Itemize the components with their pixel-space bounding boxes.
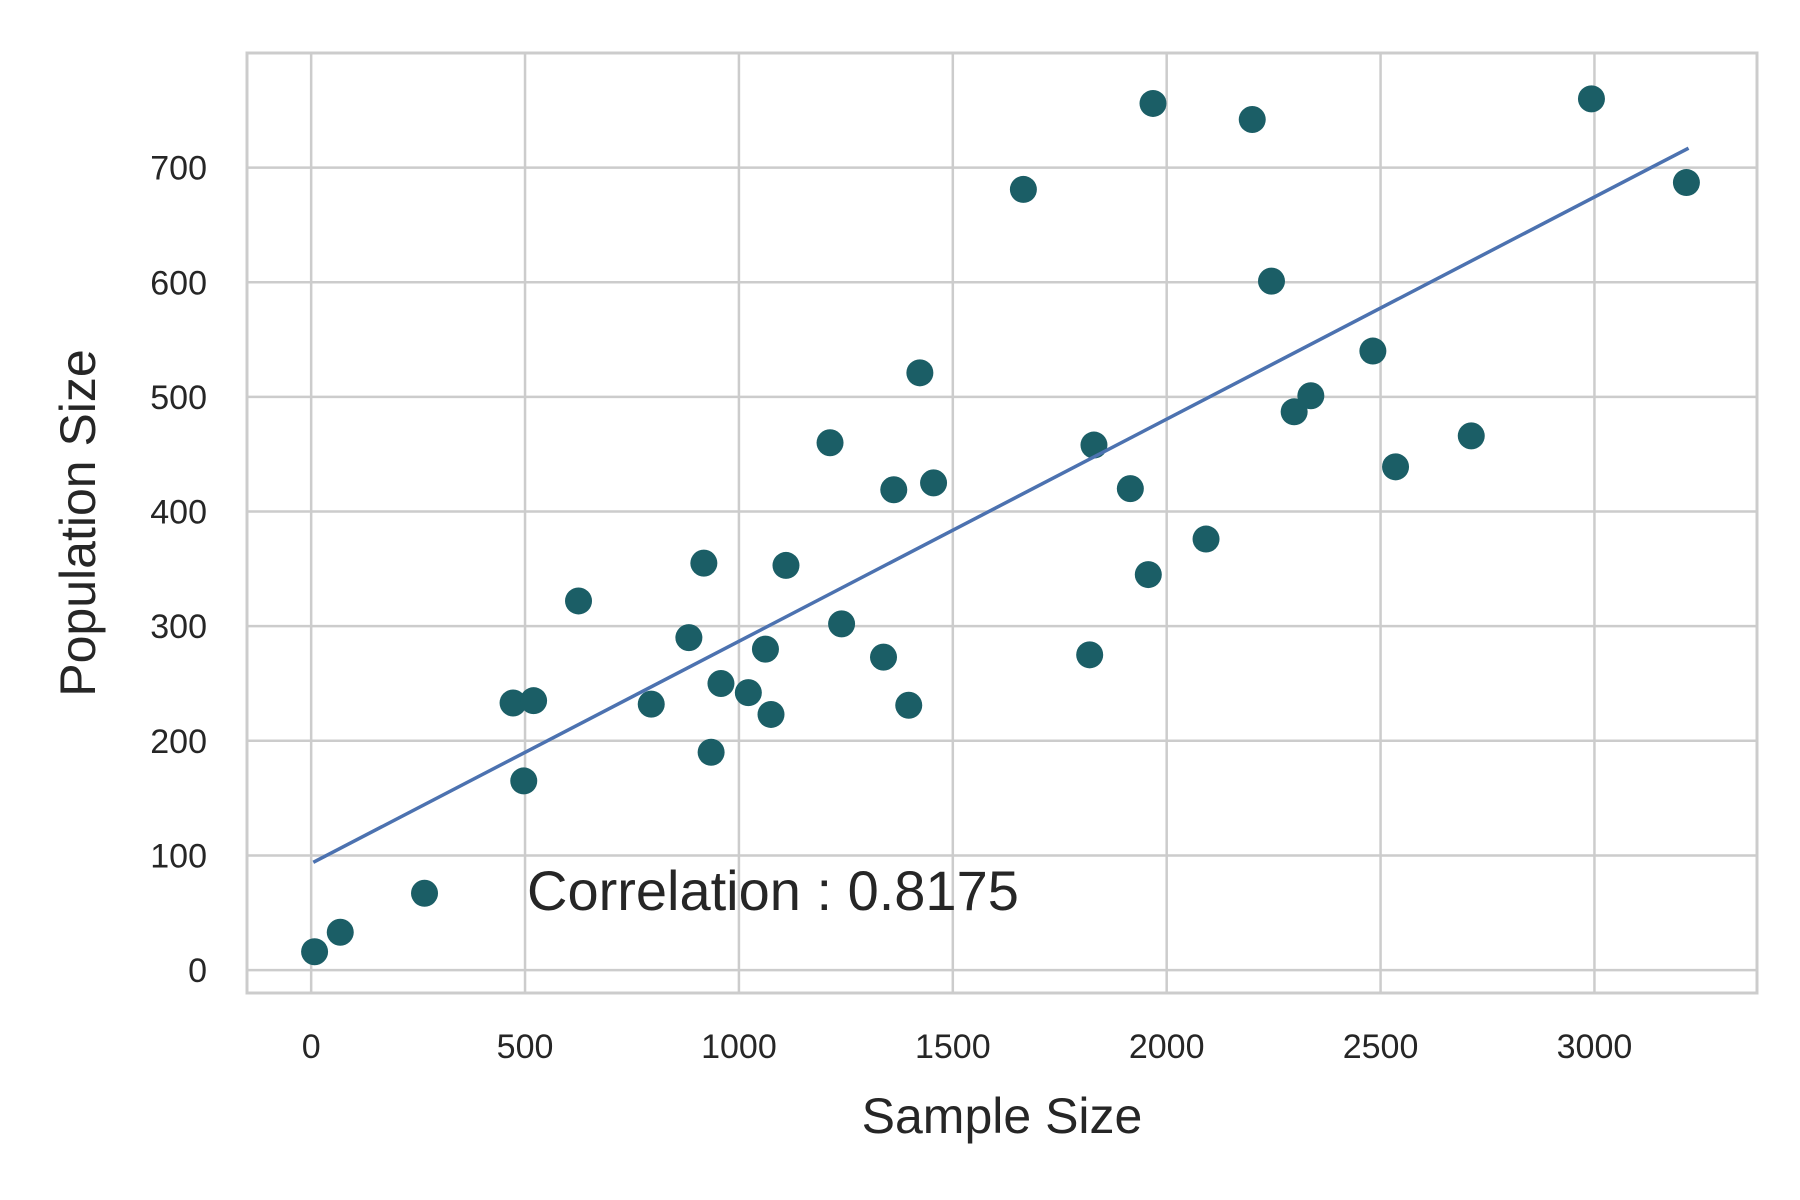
y-tick-labels: 0 100 200 300 400 500 600 700 (150, 150, 207, 990)
x-tick-label: 2000 (1129, 1028, 1205, 1066)
x-tick-label: 2500 (1343, 1028, 1419, 1066)
data-points (301, 85, 1700, 966)
regression-line (312, 146, 1690, 864)
data-point (816, 429, 844, 457)
x-tick-label: 0 (302, 1028, 321, 1066)
data-point (707, 669, 735, 697)
data-point (690, 549, 718, 577)
x-tick-label: 3000 (1557, 1028, 1633, 1066)
data-point (520, 687, 548, 715)
x-tick-label: 500 (497, 1028, 554, 1066)
data-point (1192, 525, 1220, 553)
x-tick-labels: 0 500 1000 1500 2000 2500 3000 (302, 1028, 1633, 1066)
data-point (301, 938, 329, 966)
data-point (772, 551, 800, 579)
data-point (895, 691, 923, 719)
y-tick-label: 0 (188, 952, 207, 990)
data-point (870, 643, 898, 671)
data-point (1080, 431, 1108, 459)
y-tick-label: 300 (150, 608, 207, 646)
data-point (751, 635, 779, 663)
data-point (828, 610, 856, 638)
data-point (499, 689, 527, 717)
data-point (1257, 267, 1285, 295)
y-tick-label: 600 (150, 264, 207, 302)
data-point (411, 879, 439, 907)
y-tick-label: 700 (150, 150, 207, 188)
data-point (565, 587, 593, 615)
x-axis-label: Sample Size (862, 1088, 1143, 1144)
data-point (1359, 337, 1387, 365)
x-tick-label: 1500 (915, 1028, 991, 1066)
data-point (1457, 422, 1485, 450)
data-point (697, 738, 725, 766)
data-point (1009, 175, 1037, 203)
data-point (757, 700, 785, 728)
data-point (1139, 89, 1167, 117)
data-point (880, 476, 908, 504)
plot-frame (245, 51, 1759, 995)
y-tick-label: 200 (150, 723, 207, 761)
data-point (1297, 382, 1325, 410)
data-point (637, 690, 665, 718)
data-point (1577, 85, 1605, 113)
data-point (510, 767, 538, 795)
data-point (1134, 561, 1162, 589)
data-point (1672, 169, 1700, 197)
correlation-annotation: Correlation : 0.8175 (527, 859, 1019, 922)
data-point (1116, 475, 1144, 503)
data-point (1076, 641, 1104, 669)
y-axis-label: Population Size (50, 349, 106, 696)
data-point (1280, 398, 1308, 426)
data-point (1238, 105, 1266, 133)
data-point (734, 679, 762, 707)
data-point (920, 469, 948, 497)
data-point (675, 624, 703, 652)
data-point (326, 918, 354, 946)
y-tick-label: 100 (150, 837, 207, 875)
data-point (1382, 453, 1410, 481)
grid (247, 53, 1757, 993)
y-tick-label: 400 (150, 494, 207, 532)
data-point (906, 359, 934, 387)
x-tick-label: 1000 (701, 1028, 777, 1066)
y-tick-label: 500 (150, 379, 207, 417)
